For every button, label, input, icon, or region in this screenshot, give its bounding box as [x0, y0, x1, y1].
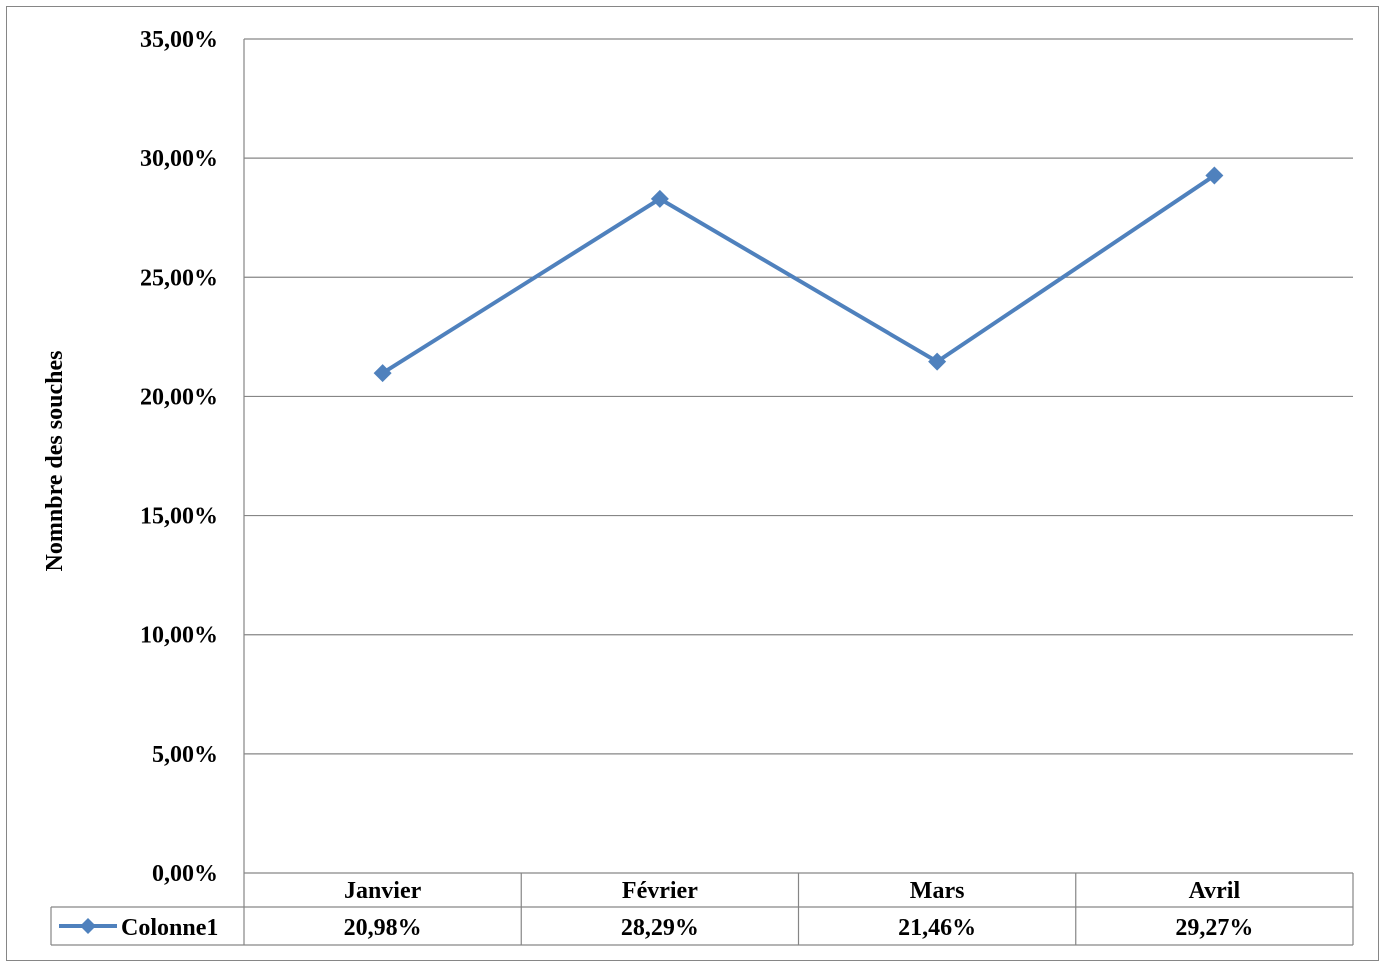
y-tick-label: 10,00%	[140, 623, 218, 649]
x-tick-label: Avril	[1189, 878, 1241, 904]
y-axis-label: Nomnbre des souches	[42, 351, 68, 572]
data-point-marker	[928, 352, 947, 371]
series-layer	[373, 166, 1224, 383]
legend-label: Colonne1	[121, 915, 218, 941]
chart-frame: 0,00% 5,00% 10,00% 15,00% 20,00% 25,00% 30,00%…	[6, 6, 1379, 961]
legend-marker-icon	[80, 918, 96, 934]
data-label: 28,29%	[621, 915, 699, 941]
y-tick-label: 15,00%	[140, 504, 218, 530]
y-tick-label: 5,00%	[152, 742, 218, 768]
y-axis-tick-labels: 0,00% 5,00% 10,00% 15,00% 20,00% 25,00% 30,00%…	[140, 27, 218, 887]
y-tick-label: 0,00%	[152, 861, 218, 887]
data-table: Janvier 20,98% Février 28,29% Mars 21,46% Avri…	[50, 872, 1354, 946]
data-point-marker	[373, 364, 392, 383]
gridlines	[243, 38, 1353, 945]
y-tick-label: 20,00%	[140, 384, 218, 410]
y-tick-label: 35,00%	[140, 27, 218, 53]
y-tick-label: 25,00%	[140, 265, 218, 291]
x-tick-label: Mars	[910, 878, 965, 904]
x-tick-label: Février	[622, 878, 698, 904]
data-point-marker	[650, 189, 669, 208]
data-point-marker	[1205, 166, 1224, 185]
x-tick-label: Janvier	[344, 878, 422, 904]
line-chart: 0,00% 5,00% 10,00% 15,00% 20,00% 25,00% 30,00%…	[42, 27, 1354, 946]
data-label: 29,27%	[1175, 915, 1253, 941]
data-label: 21,46%	[898, 915, 976, 941]
y-tick-label: 30,00%	[140, 146, 218, 172]
series-line	[381, 173, 1216, 375]
data-label: 20,98%	[344, 915, 422, 941]
